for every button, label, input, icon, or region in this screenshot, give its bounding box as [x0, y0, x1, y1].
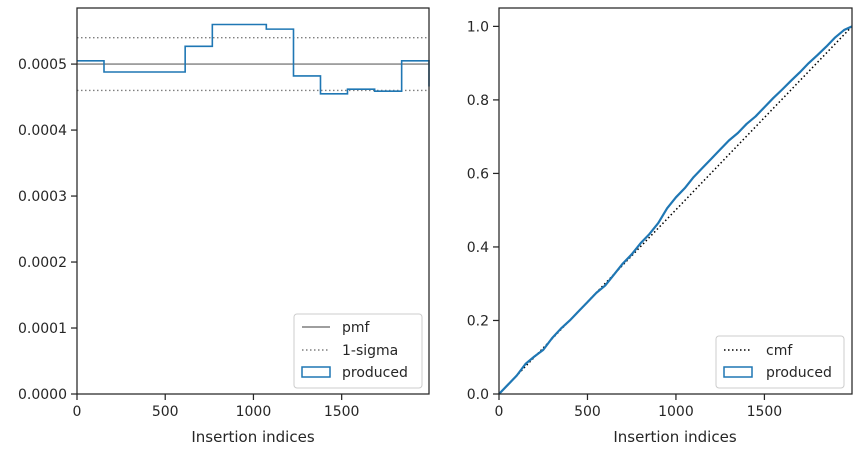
right-x-tick-label: 0: [495, 404, 504, 420]
right-legend-box: [715, 335, 845, 389]
legend-sigma-label: 1-sigma: [342, 343, 398, 359]
left-legend: pmf 1-sigma produced: [293, 313, 423, 389]
left-y-tick-label: 0.0004: [18, 123, 67, 139]
left-x-tick-label: 1000: [236, 404, 272, 420]
right-y-tick-label: 1.0: [467, 19, 489, 35]
legend-produced-swatch: [301, 366, 331, 378]
left-y-tick-label: 0.0005: [18, 57, 67, 73]
right-plot-frame: [498, 7, 853, 395]
produced-histogram-step: [77, 23, 430, 95]
left-x-tick-label: 500: [152, 404, 179, 420]
right-y-tick-label: 0.6: [467, 166, 489, 182]
right-y-tick-label: 0.8: [467, 93, 489, 109]
legend-cmf-label: cmf: [766, 343, 793, 359]
right-y-tick-label: 0.2: [467, 313, 489, 329]
left-y-tick-label: 0.0000: [18, 387, 67, 403]
right-x-axis-label: Insertion indices: [613, 428, 736, 446]
right-y-tick-label: 0.4: [467, 240, 489, 256]
right-x-tick-label: 1500: [747, 404, 783, 420]
right-legend: cmf produced: [715, 335, 845, 389]
right-x-tick-label: 500: [574, 404, 601, 420]
right-y-tick-label: 0.0: [467, 387, 489, 403]
legend-produced-label: produced: [342, 365, 408, 381]
legend-produced-label-right: produced: [766, 365, 832, 381]
produced-cumulative-line: [498, 25, 853, 395]
left-y-tick-label: 0.0001: [18, 321, 67, 337]
legend-produced-swatch-right: [723, 366, 753, 378]
right-chart: 0.0 0.2 0.4 0.6 0.8 1.0 0 500 1000 1500 Insertio…: [467, 7, 853, 446]
left-y-tick-label: 0.0002: [18, 255, 67, 271]
legend-pmf-label: pmf: [342, 320, 371, 336]
left-x-tick-label: 0: [73, 404, 82, 420]
left-legend-box: [293, 313, 423, 389]
right-x-tick-label: 1000: [658, 404, 694, 420]
left-plot-frame: [76, 7, 430, 395]
left-x-tick-label: 1500: [324, 404, 360, 420]
left-chart: 0.0000 0.0001 0.0002 0.0003 0.0004 0.0005 0 50…: [18, 7, 430, 446]
left-x-axis-label: Insertion indices: [191, 428, 314, 446]
left-y-tick-label: 0.0003: [18, 189, 67, 205]
